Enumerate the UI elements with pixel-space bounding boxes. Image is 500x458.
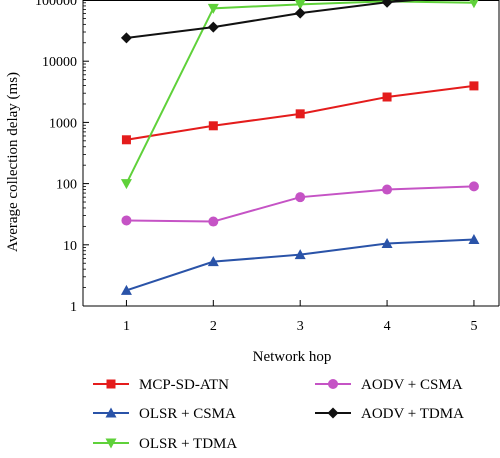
data-point bbox=[208, 216, 219, 227]
series-olsr-tdma bbox=[120, 0, 479, 190]
legend-item: AODV + TDMA bbox=[315, 406, 464, 422]
data-point bbox=[207, 3, 219, 14]
data-point bbox=[469, 0, 479, 9]
x-tick-label: 2 bbox=[210, 319, 217, 334]
data-point bbox=[121, 215, 132, 226]
data-point bbox=[207, 256, 219, 267]
data-point bbox=[295, 192, 306, 203]
series-line bbox=[126, 238, 474, 292]
legend-label: MCP-SD-ATN bbox=[139, 377, 229, 393]
y-tick-label: 10 bbox=[63, 239, 77, 254]
data-point bbox=[208, 121, 218, 131]
legend-label: AODV + TDMA bbox=[361, 406, 464, 422]
data-point bbox=[468, 181, 479, 192]
data-point bbox=[294, 0, 306, 10]
x-tick-label: 3 bbox=[297, 319, 304, 334]
legend-item: MCP-SD-ATN bbox=[93, 377, 229, 393]
legend-item: OLSR + TDMA bbox=[93, 436, 237, 452]
legend-item: OLSR + CSMA bbox=[93, 406, 236, 422]
data-point bbox=[382, 184, 393, 195]
legend-marker bbox=[327, 407, 339, 419]
legend-marker bbox=[105, 407, 117, 418]
data-point bbox=[120, 284, 132, 295]
y-tick-label: 100000 bbox=[35, 0, 77, 9]
data-point bbox=[381, 0, 393, 8]
legend-marker bbox=[105, 438, 117, 449]
legend-marker bbox=[328, 379, 338, 389]
data-point bbox=[382, 92, 392, 102]
y-tick-label: 10000 bbox=[42, 55, 77, 70]
data-point bbox=[294, 7, 306, 19]
legend-label: AODV + CSMA bbox=[361, 377, 463, 393]
axes: 1 10 100 1000 10000 100000 1 2 3 4 5 bbox=[35, 0, 500, 334]
data-point bbox=[469, 81, 479, 91]
y-tick-label: 1 bbox=[70, 300, 77, 315]
legend-label: OLSR + CSMA bbox=[139, 406, 236, 422]
y-tick-label: 1000 bbox=[49, 116, 77, 131]
series-aodv-tdma bbox=[120, 0, 475, 44]
legend-marker bbox=[106, 379, 116, 389]
legend: MCP-SD-ATN OLSR + CSMA OLSR + TDMA AODV + C… bbox=[93, 377, 464, 452]
series-mcp-sd-atn bbox=[121, 81, 479, 145]
plot-series bbox=[120, 0, 480, 295]
x-tick-label: 4 bbox=[384, 319, 391, 334]
data-point bbox=[120, 179, 132, 190]
data-point bbox=[295, 109, 305, 119]
series-line bbox=[126, 185, 474, 223]
y-axis-label: Average collection delay (ms) bbox=[5, 72, 21, 252]
data-point bbox=[381, 238, 393, 249]
data-point bbox=[468, 234, 480, 245]
x-axis-label: Network hop bbox=[253, 349, 332, 365]
data-point bbox=[207, 21, 219, 33]
y-tick-label: 100 bbox=[56, 178, 77, 193]
data-point bbox=[294, 249, 306, 260]
x-tick-label: 1 bbox=[123, 319, 130, 334]
series-aodv-csma bbox=[121, 181, 479, 227]
series-olsr-csma bbox=[120, 234, 480, 295]
legend-item: AODV + CSMA bbox=[315, 377, 463, 393]
data-point bbox=[121, 135, 131, 145]
data-point bbox=[473, 0, 475, 1]
x-tick-label: 5 bbox=[470, 319, 477, 334]
legend-label: OLSR + TDMA bbox=[139, 436, 237, 452]
data-point bbox=[120, 32, 132, 44]
